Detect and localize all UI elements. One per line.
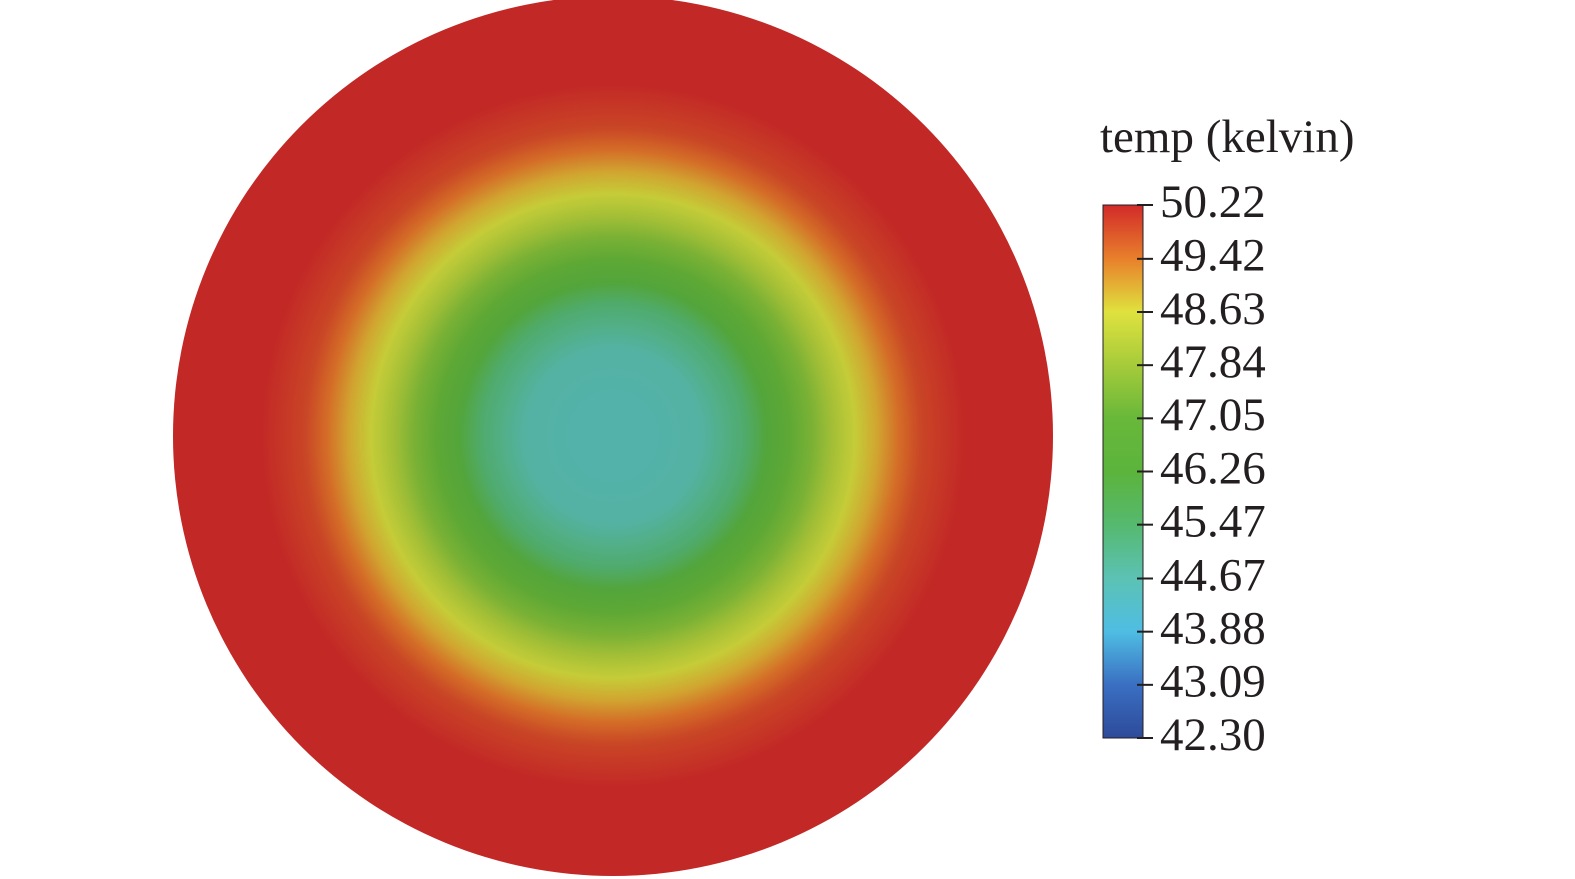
disk-darken — [173, 0, 1053, 876]
colorbar-title: temp (kelvin) — [1100, 111, 1355, 163]
temperature-disk — [173, 0, 1053, 876]
colorbar-tick-label: 48.63 — [1160, 283, 1266, 335]
colorbar-tick-label: 47.05 — [1160, 389, 1266, 441]
colorbar-tick-label: 43.88 — [1160, 602, 1266, 654]
colorbar-tick-label: 47.84 — [1160, 336, 1266, 388]
colorbar-tick-label: 42.30 — [1160, 709, 1266, 761]
colorbar-tick-label: 49.42 — [1160, 230, 1266, 282]
colorbar-tick-label: 44.67 — [1160, 549, 1266, 601]
colorbar-tick-label: 50.22 — [1160, 176, 1266, 228]
colorbar-tick-label: 46.26 — [1160, 442, 1266, 494]
colorbar-tick-label: 43.09 — [1160, 656, 1266, 708]
colorbar-tick-label: 45.47 — [1160, 495, 1266, 547]
